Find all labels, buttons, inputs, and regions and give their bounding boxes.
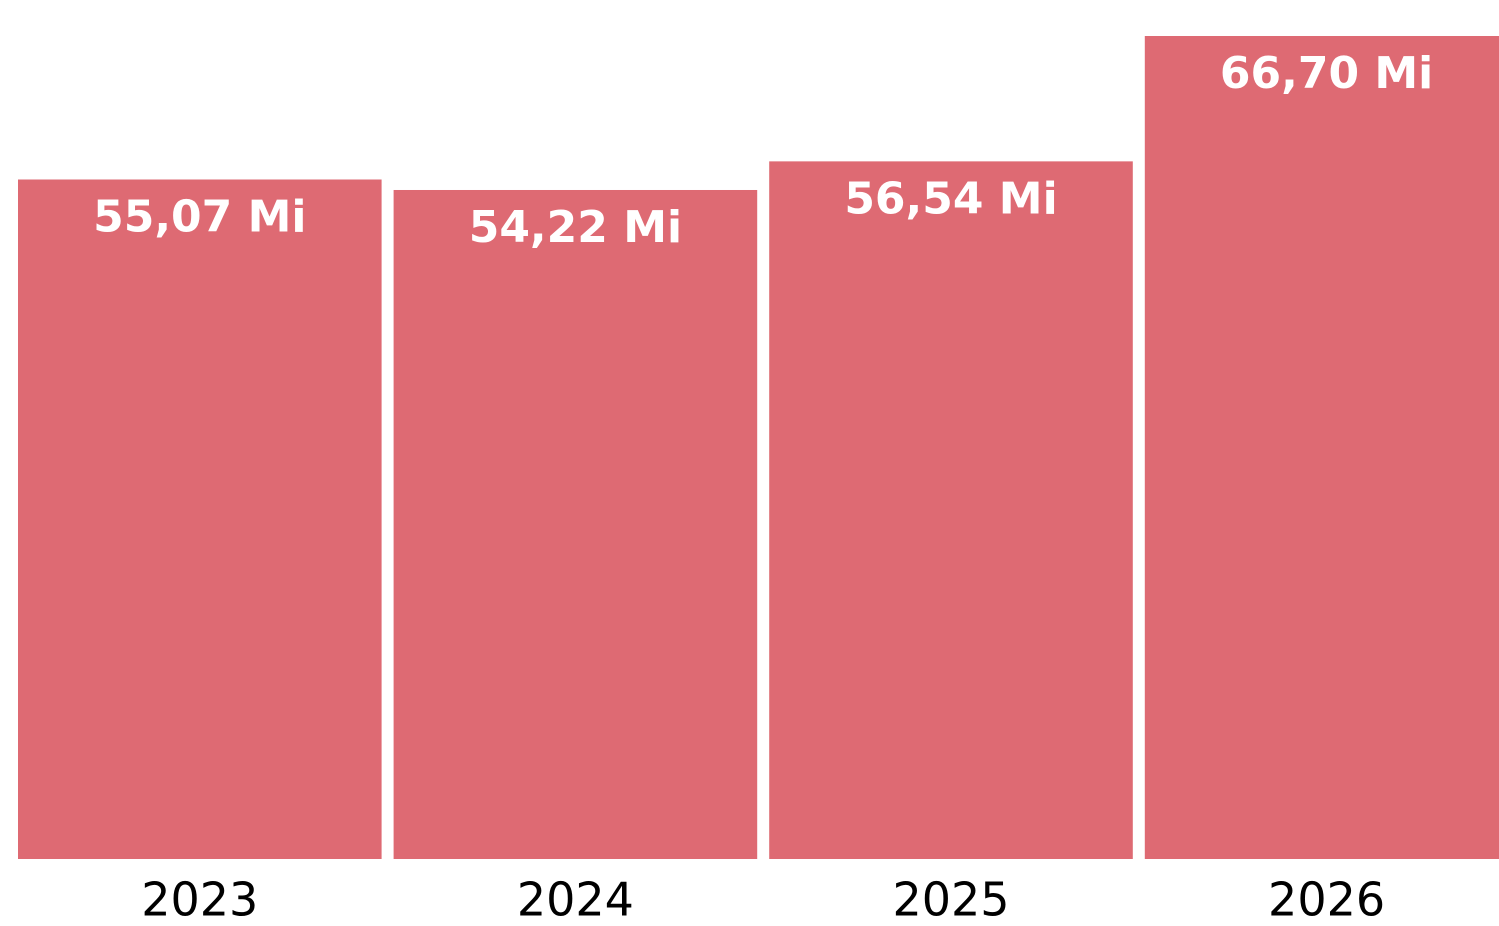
value-label: 55,07 Mi	[93, 192, 306, 243]
value-label: 56,54 Mi	[844, 173, 1057, 224]
x-tick-label: 2025	[892, 873, 1009, 926]
bar	[769, 161, 1133, 859]
value-label: 66,70 Mi	[1220, 48, 1433, 99]
x-tick-label: 2024	[517, 873, 634, 926]
value-label: 54,22 Mi	[469, 202, 682, 253]
x-tick-label: 2023	[141, 873, 258, 926]
bar	[18, 179, 382, 859]
bar	[1144, 36, 1499, 859]
x-tick-label: 2026	[1268, 873, 1385, 926]
bar	[393, 189, 758, 860]
